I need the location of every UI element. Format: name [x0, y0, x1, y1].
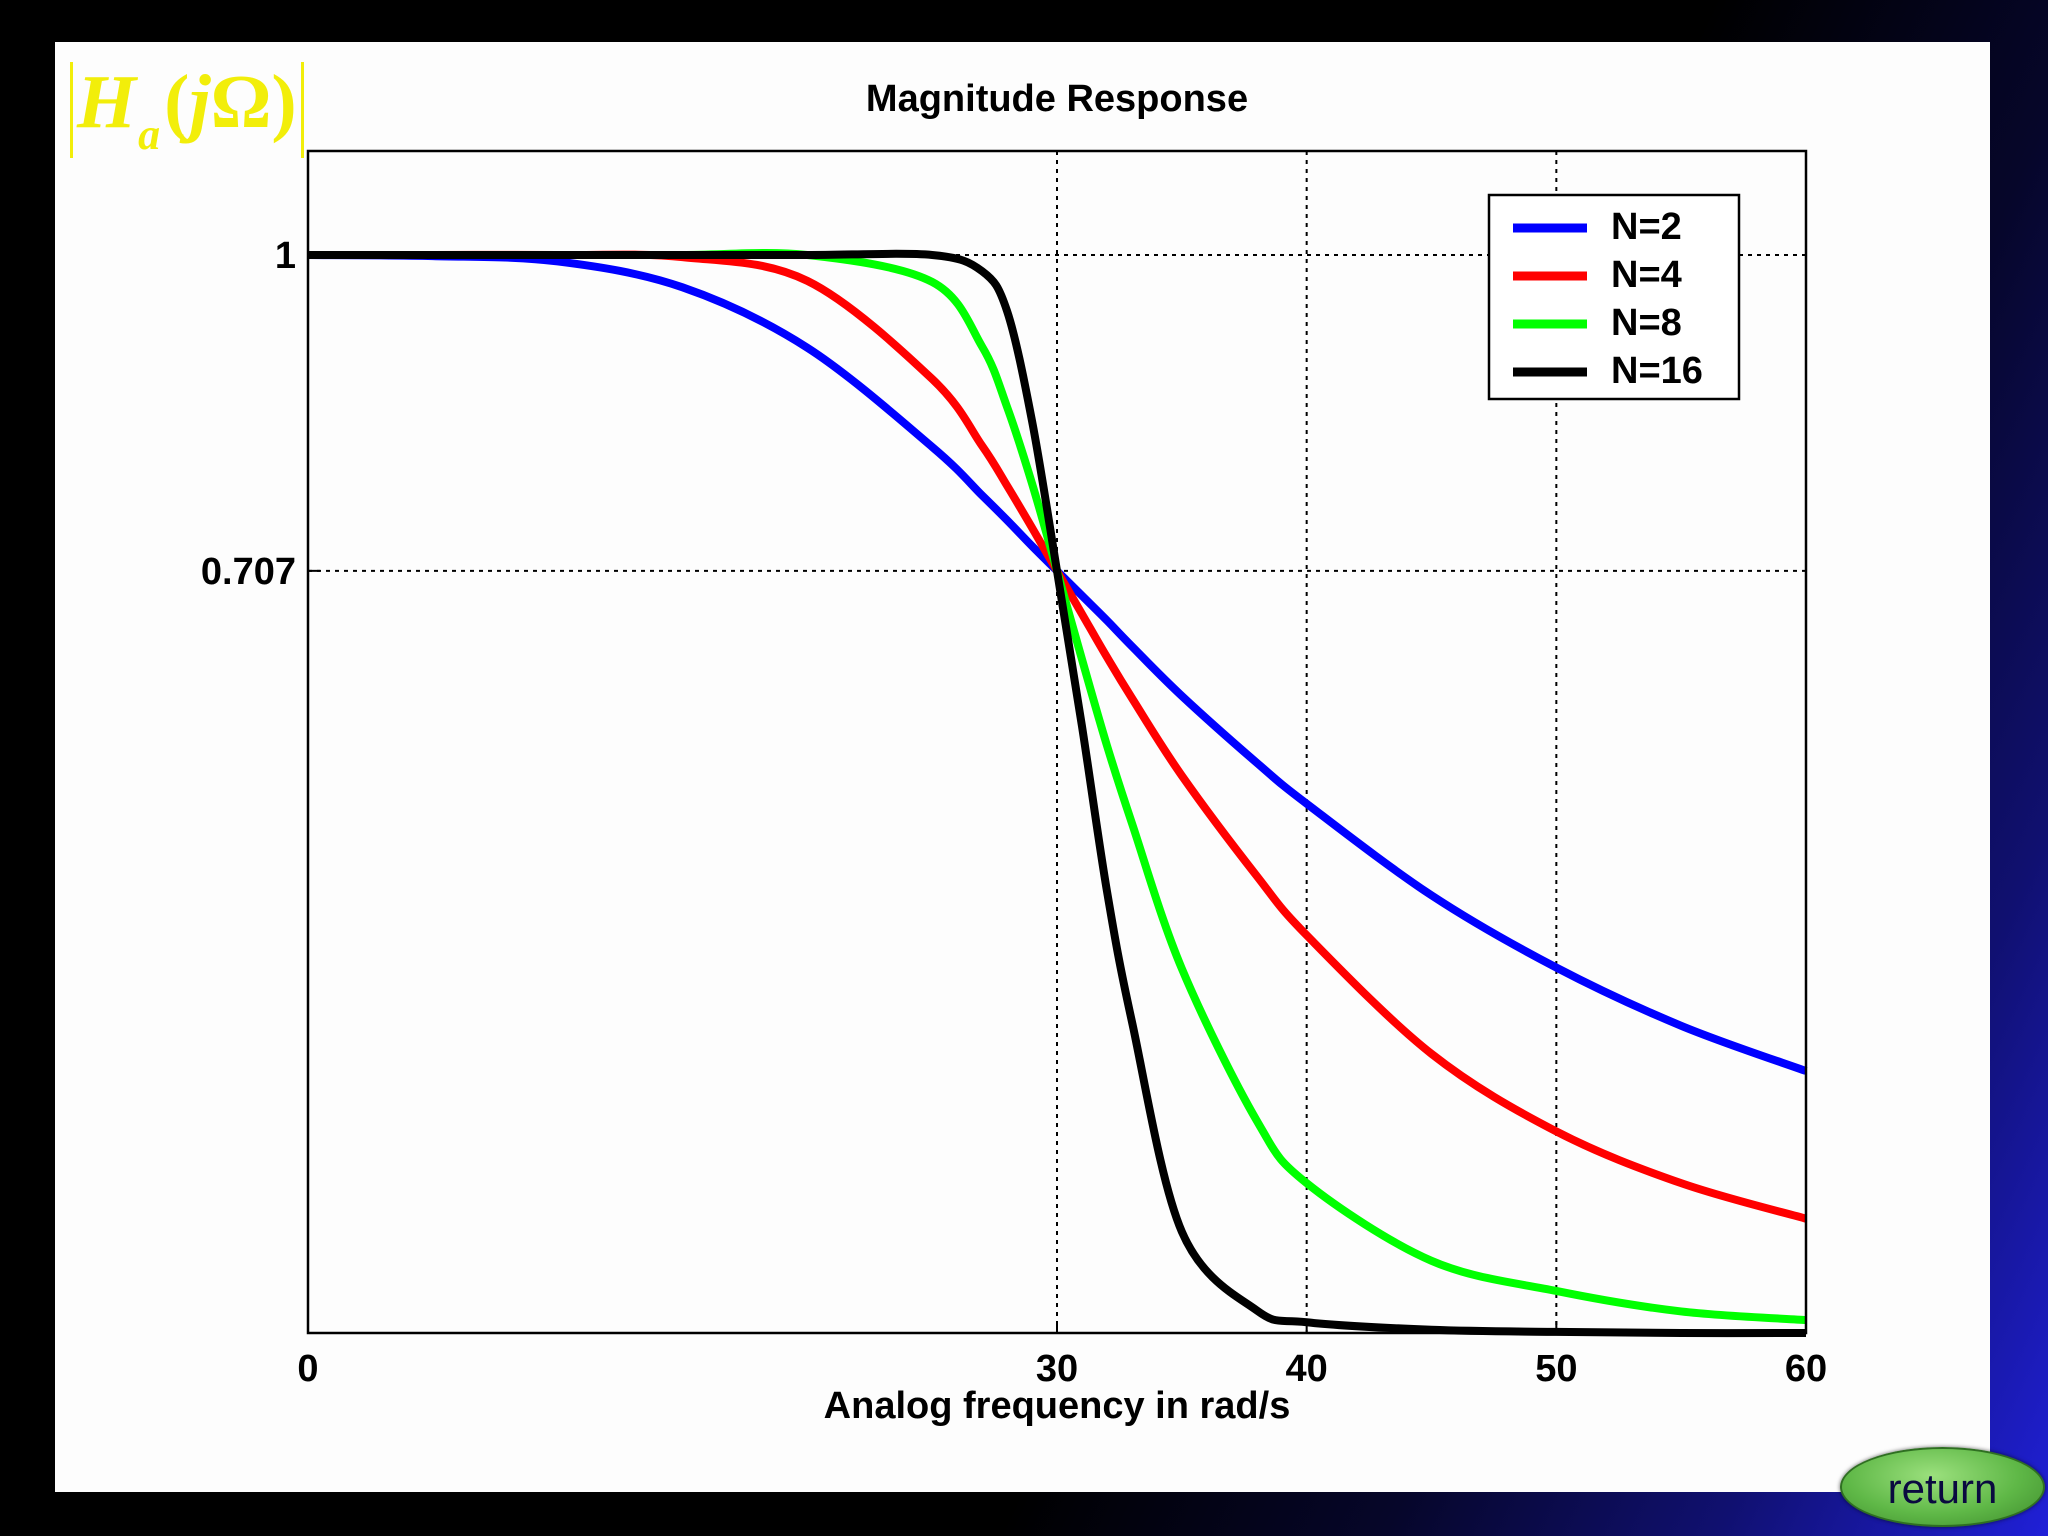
- formula-var: j: [189, 60, 211, 144]
- return-button[interactable]: return: [1840, 1447, 2045, 1527]
- y-tick-label: 1: [275, 235, 296, 277]
- x-tick-label: 30: [1036, 1348, 1078, 1390]
- series-line-n2: [307, 251, 1808, 1075]
- legend-label: N=2: [1611, 206, 1682, 248]
- legend-label: N=8: [1611, 302, 1682, 344]
- tick-layer: 0 30 40 50 60 0.707 1: [201, 235, 1827, 1390]
- formula-main: H: [77, 60, 137, 144]
- legend-label: N=16: [1611, 350, 1703, 392]
- formula-close-paren: ): [271, 60, 297, 144]
- series-layer: [307, 249, 1808, 1338]
- abs-bar-left: [70, 61, 73, 158]
- formula-open-paren: (: [164, 60, 190, 144]
- x-tick-label: 50: [1535, 1348, 1577, 1390]
- chart-title: Magnitude Response: [866, 78, 1248, 120]
- legend-label: N=4: [1611, 254, 1682, 296]
- x-tick-label: 40: [1286, 1348, 1328, 1390]
- x-tick-label: 60: [1785, 1348, 1827, 1390]
- x-tick-label: 0: [297, 1348, 318, 1390]
- formula-sub: a: [138, 110, 161, 159]
- formula-omega: Ω: [210, 60, 272, 144]
- y-tick-label: 0.707: [201, 551, 296, 593]
- abs-bar-right: [300, 61, 304, 158]
- legend: N=2 N=4 N=8 N=16: [1487, 193, 1741, 401]
- series-line-n16: [308, 249, 1807, 1338]
- formula-label: Ha(jΩ): [66, 52, 308, 159]
- x-axis-label: Analog frequency in rad/s: [824, 1385, 1291, 1427]
